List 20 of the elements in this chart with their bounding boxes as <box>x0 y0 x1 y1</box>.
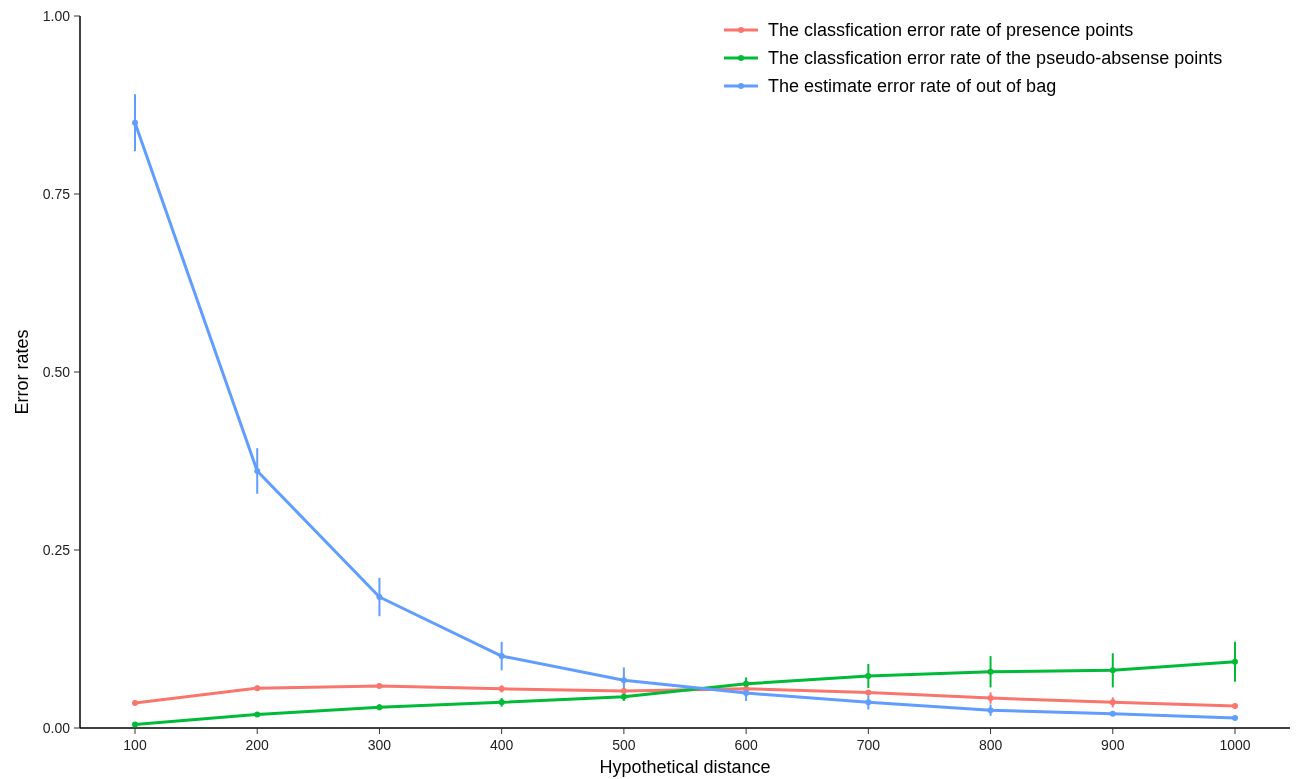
y-axis-title: Error rates <box>12 329 32 415</box>
x-axis-title: Hypothetical distance <box>599 757 771 777</box>
x-tick-label: 900 <box>1101 737 1125 753</box>
x-tick-label: 400 <box>489 737 514 753</box>
x-tick-label: 800 <box>978 737 1003 753</box>
x-tick-label: 300 <box>367 737 392 753</box>
legend-label: The estimate error rate of out of bag <box>768 76 1057 96</box>
y-tick-label: 0.50 <box>42 364 71 380</box>
y-tick-label: 0.25 <box>42 542 71 558</box>
y-tick-label: 0.75 <box>42 186 71 202</box>
x-tick-label: 500 <box>612 737 636 753</box>
y-tick-label: 0.00 <box>42 720 71 736</box>
x-tick-label: 100 <box>123 737 147 753</box>
legend-label: The classfication error rate of the pseudo-absense points <box>768 48 1223 68</box>
x-tick-label: 1000 <box>1219 737 1251 753</box>
y-tick-label: 1.00 <box>42 8 71 24</box>
legend-label: The classfication error rate of presence points <box>768 20 1134 40</box>
x-tick-label: 200 <box>245 737 270 753</box>
x-tick-label: 600 <box>734 737 758 753</box>
x-tick-label: 700 <box>856 737 881 753</box>
